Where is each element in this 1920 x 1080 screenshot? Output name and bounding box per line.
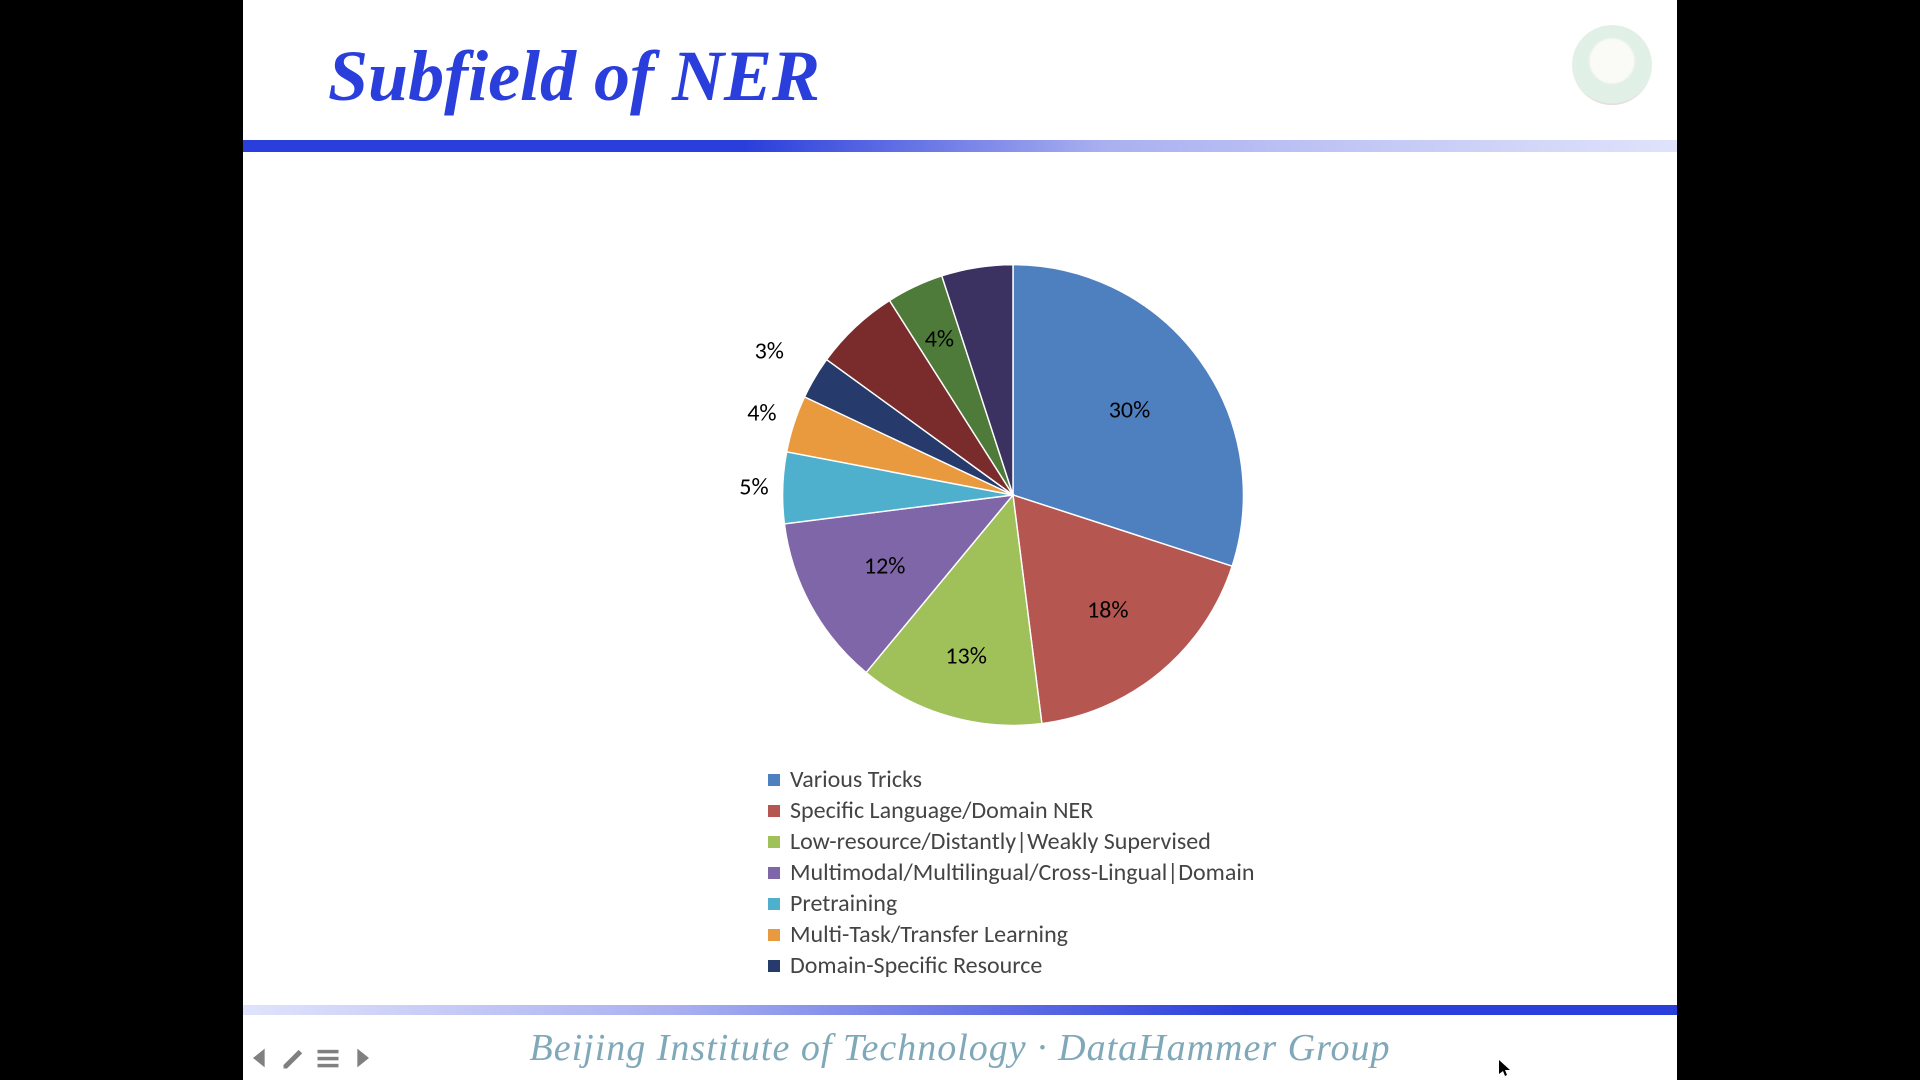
legend-label: Pretraining — [790, 889, 897, 918]
legend-marker-icon — [768, 805, 780, 817]
pie-slice-label: 12% — [864, 551, 905, 580]
chart-legend: Various TricksSpecific Language/Domain N… — [768, 765, 1254, 982]
menu-icon[interactable] — [314, 1044, 342, 1072]
legend-label: Domain-Specific Resource — [790, 951, 1042, 980]
legend-marker-icon — [768, 836, 780, 848]
legend-label: Multimodal/Multilingual/Cross-Lingual|Do… — [790, 858, 1254, 887]
legend-item: Multi-Task/Transfer Learning — [768, 920, 1254, 949]
title-underline — [243, 140, 1677, 152]
legend-item: Pretraining — [768, 889, 1254, 918]
legend-marker-icon — [768, 960, 780, 972]
legend-label: Low-resource/Distantly|Weakly Supervised — [790, 827, 1211, 856]
pie-slice-label: 3% — [755, 336, 784, 365]
legend-item: Specific Language/Domain NER — [768, 796, 1254, 825]
footer-bar — [243, 1005, 1677, 1015]
legend-label: Specific Language/Domain NER — [790, 796, 1093, 825]
next-slide-icon[interactable] — [348, 1044, 376, 1072]
institution-logo-icon — [1572, 25, 1652, 105]
legend-item: Multimodal/Multilingual/Cross-Lingual|Do… — [768, 858, 1254, 887]
prev-slide-icon[interactable] — [246, 1044, 274, 1072]
slide: Subfield of NER 30% 18% 13% 12% 5% 4% 3% 4% Var… — [243, 0, 1677, 1080]
legend-marker-icon — [768, 867, 780, 879]
pie-svg — [773, 255, 1253, 735]
legend-item: Low-resource/Distantly|Weakly Supervised — [768, 827, 1254, 856]
pen-icon[interactable] — [280, 1044, 308, 1072]
legend-marker-icon — [768, 898, 780, 910]
pie-chart: 30%18%13%12%5%4%3%4% — [763, 245, 1263, 745]
legend-label: Various Tricks — [790, 765, 922, 794]
pie-slice-label: 4% — [747, 399, 776, 428]
legend-label: Multi-Task/Transfer Learning — [790, 920, 1068, 949]
legend-marker-icon — [768, 774, 780, 786]
legend-item: Various Tricks — [768, 765, 1254, 794]
pie-slice-label: 4% — [925, 324, 954, 353]
footer-text: Beijing Institute of Technology · DataHa… — [530, 1026, 1391, 1070]
page-title: Subfield of NER — [328, 35, 820, 118]
legend-item: Domain-Specific Resource — [768, 951, 1254, 980]
pie-slice-label: 30% — [1109, 396, 1150, 425]
slide-nav-controls — [246, 1044, 376, 1072]
cursor-icon — [1498, 1060, 1512, 1078]
pie-slice-label: 13% — [945, 642, 986, 671]
pie-slice-label: 18% — [1087, 595, 1128, 624]
legend-marker-icon — [768, 929, 780, 941]
pie-slice-label: 5% — [739, 472, 768, 501]
